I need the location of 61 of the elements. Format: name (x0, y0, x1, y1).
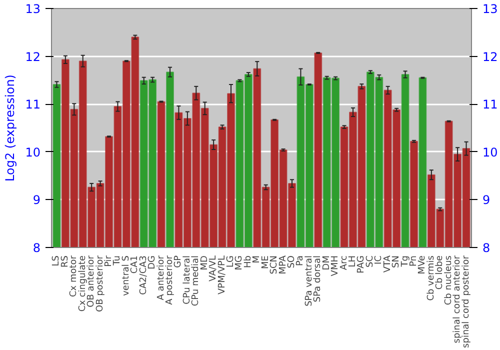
x-tick-label: SN (392, 255, 402, 268)
x-tick-label: SPa dorsal (313, 255, 324, 302)
y-tick-label: 13 (25, 2, 41, 16)
y-tick-label: 12 (25, 50, 41, 64)
y2-tick-label: 8 (482, 241, 490, 255)
x-tick-label: Cb nucleus (444, 255, 454, 306)
y-tick-label: 8 (32, 241, 41, 255)
x-tick-label: LS (52, 255, 62, 266)
x-tick-label: LH (348, 255, 358, 268)
x-tick-label: MD (200, 255, 210, 270)
x-tick-label: Cx cingulate (78, 255, 88, 312)
x-tick-label: Arc (339, 255, 350, 270)
x-tick-label: CA2/CA3 (138, 255, 149, 295)
x-tick-label: Tg (400, 255, 410, 268)
y2-tick-label: 10 (482, 145, 498, 160)
x-tick-label: VTA (382, 254, 393, 273)
x-tick-label: PAG (356, 255, 367, 274)
x-tick-label: CPu lateral (182, 255, 192, 304)
x-tick-label: Cx motor (69, 255, 80, 297)
x-tick-label: Cb vermis (426, 255, 436, 301)
y2-tick-label: 9 (482, 193, 490, 208)
y-tick-label: 10 (25, 145, 41, 160)
x-tick-label: LG (226, 255, 236, 268)
x-tick-label: VMH (330, 255, 341, 276)
x-tick-label: M (252, 256, 262, 264)
x-tick-label: MVe (418, 255, 428, 274)
x-tick-label: MG (234, 255, 245, 270)
x-tick-label: spinal cord anterior (452, 255, 463, 344)
x-tick-label: Pn (408, 255, 419, 266)
x-tick-label: Hb (243, 255, 254, 268)
x-tick-label: A anterior (156, 255, 166, 300)
x-tick-label: A posterior (165, 255, 176, 305)
x-tick-label: CPu medial (191, 255, 202, 306)
x-tick-label: DG (148, 255, 158, 270)
y2-tick-label: 12 (482, 50, 498, 64)
x-tick-label: SO (287, 256, 297, 268)
x-tick-label: MPA (278, 254, 288, 274)
x-tick-label: SPa ventral (304, 255, 314, 306)
x-tick-label: RS (60, 255, 70, 268)
x-tick-label: Cb lobe (435, 255, 446, 290)
x-tick-label: DM (322, 255, 332, 270)
x-tick-label: Pir (104, 255, 114, 267)
x-tick-label: ventral S (121, 255, 132, 296)
x-tick-label: CA1 (130, 255, 140, 274)
x-tick-label: ME (260, 255, 271, 269)
x-tick-label: OB anterior (86, 255, 97, 308)
y-tick-label: 11 (25, 98, 41, 112)
y-axis-title: Log2 (expression) (3, 74, 18, 182)
y-tick-label: 9 (32, 193, 41, 208)
y2-tick-label: 11 (482, 98, 498, 112)
y2-tick-label: 13 (482, 2, 498, 16)
x-tick-label: Tu (112, 255, 123, 266)
x-tick-label: SCN (270, 255, 280, 274)
x-tick-label: VPM/VPL (217, 255, 228, 294)
x-tick-label: OB posterior (95, 255, 106, 312)
x-tick-label: VA/VL (208, 255, 219, 282)
x-tick-label: GP (174, 254, 184, 268)
x-tick-label: Pa (296, 255, 306, 266)
x-tick-label: SC (365, 255, 376, 268)
x-tick-label: spinal cord posterior (461, 255, 472, 348)
x-tick-label: IC (374, 255, 384, 264)
